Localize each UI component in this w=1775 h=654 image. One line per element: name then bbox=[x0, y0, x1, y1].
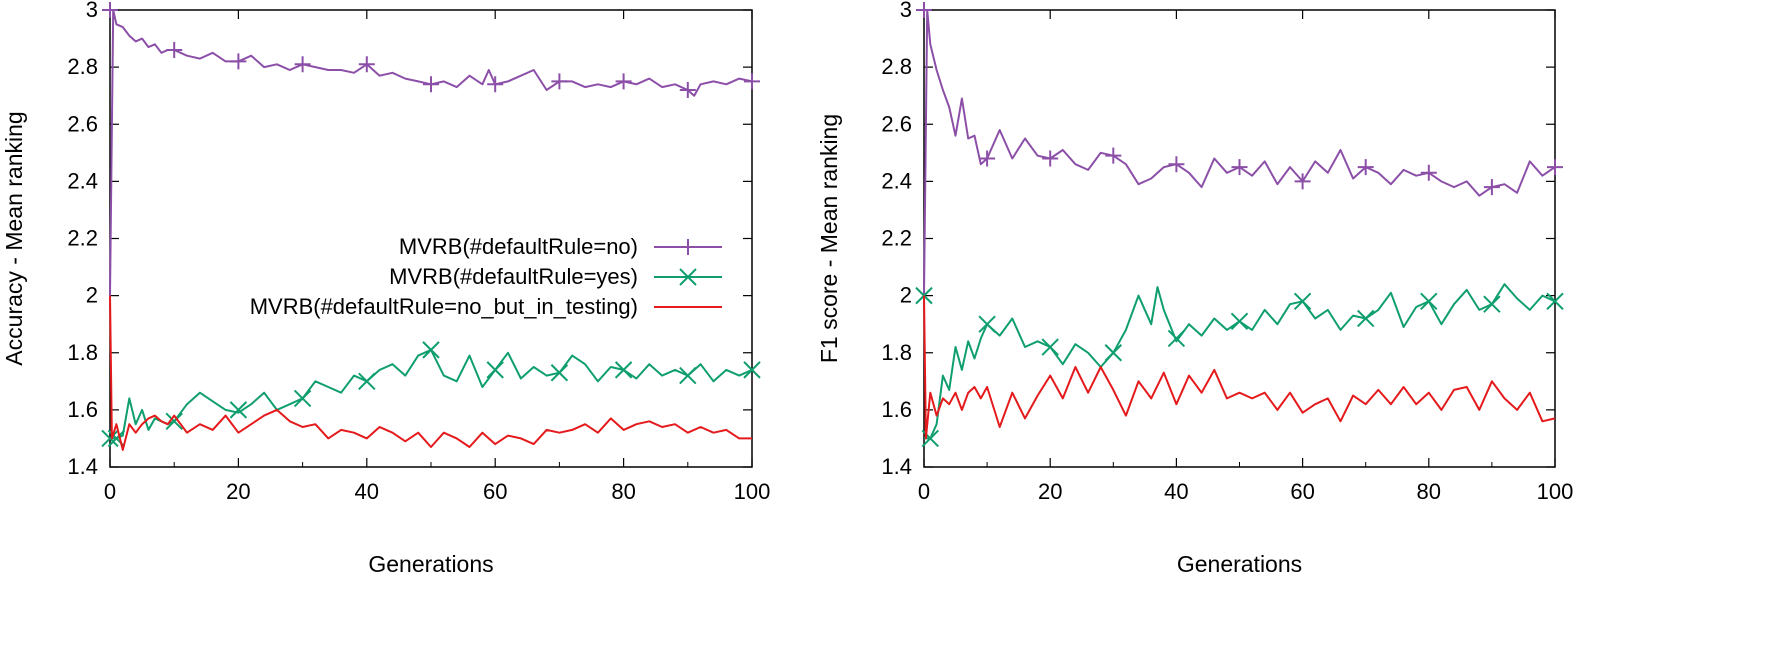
x-marker bbox=[486, 361, 504, 379]
x-marker bbox=[293, 389, 312, 408]
y-tick-label: 3 bbox=[900, 0, 912, 22]
legend-label: MVRB(#defaultRule=no_but_in_testing) bbox=[250, 294, 638, 319]
plus-marker bbox=[680, 239, 696, 255]
x-marker bbox=[679, 366, 697, 385]
y-tick-label: 2 bbox=[86, 283, 98, 308]
x-tick-label: 80 bbox=[611, 479, 635, 504]
chart-panel-2: 1.4 1.6 1.8 2 2.2 2.4 2.6 2.8 3 0 20 40 60 80 100 Gener… bbox=[816, 0, 1573, 577]
x-marker bbox=[1546, 292, 1564, 311]
x-tick-label: 20 bbox=[1038, 479, 1062, 504]
chart-panel-1: 1.4 1.6 1.8 2 2.2 2.4 2.6 2.8 3 0 20 40 60 80 100 Gener… bbox=[1, 0, 770, 577]
x-marker bbox=[1167, 329, 1186, 348]
plot-frame bbox=[923, 9, 1556, 468]
plus-marker bbox=[916, 2, 932, 18]
plus-marker bbox=[102, 2, 118, 18]
y-tick-label: 2.6 bbox=[67, 111, 98, 136]
plus-marker bbox=[679, 81, 696, 98]
series-2 bbox=[915, 283, 1564, 448]
series-line bbox=[924, 283, 1556, 440]
legend: MVRB(#defaultRule=no) MVRB(#defaultRule=y… bbox=[250, 234, 722, 319]
x-marker bbox=[229, 401, 248, 419]
plus-marker bbox=[744, 73, 760, 90]
y-tick-label: 2.4 bbox=[881, 168, 912, 193]
plus-marker bbox=[551, 73, 568, 90]
plus-marker bbox=[1231, 159, 1248, 176]
x-tick-label: 0 bbox=[918, 479, 930, 504]
x-marker bbox=[1104, 344, 1123, 362]
x-marker bbox=[743, 361, 761, 379]
y-axis-title: Accuracy - Mean ranking bbox=[1, 111, 27, 365]
series-line bbox=[109, 9, 753, 296]
x-marker bbox=[1041, 338, 1059, 356]
series-line bbox=[923, 295, 1556, 440]
plus-marker bbox=[1483, 179, 1500, 196]
plus-marker bbox=[615, 73, 632, 90]
x-tick-label: 40 bbox=[1164, 479, 1188, 504]
x-tick-label: 0 bbox=[104, 479, 116, 504]
x-marker bbox=[978, 315, 996, 333]
plus-marker bbox=[1294, 173, 1311, 190]
x-tick-label: 80 bbox=[1417, 479, 1441, 504]
x-tick-label: 60 bbox=[483, 479, 507, 504]
y-tick-label: 1.8 bbox=[67, 340, 98, 365]
series-1 bbox=[916, 2, 1563, 296]
series-line bbox=[109, 295, 752, 451]
x-tick-label: 100 bbox=[734, 479, 771, 504]
y-tick-label: 1.8 bbox=[881, 340, 912, 365]
y-tick-label: 3 bbox=[86, 0, 98, 22]
y-tick-label: 1.4 bbox=[67, 454, 98, 479]
x-marker bbox=[1230, 312, 1249, 331]
series-3 bbox=[923, 295, 1556, 440]
x-marker bbox=[1483, 295, 1501, 313]
x-tick-label: 40 bbox=[355, 479, 379, 504]
x-tick-label: 60 bbox=[1290, 479, 1314, 504]
y-tick-label: 2.8 bbox=[67, 54, 98, 79]
plus-marker bbox=[423, 76, 439, 93]
plus-marker bbox=[358, 56, 375, 73]
plus-marker bbox=[166, 41, 183, 58]
series-3 bbox=[109, 295, 752, 451]
y-tick-label: 1.4 bbox=[881, 454, 912, 479]
plus-marker bbox=[979, 150, 996, 167]
plus-marker bbox=[1042, 150, 1059, 167]
x-tick-label: 100 bbox=[1537, 479, 1574, 504]
y-tick-label: 2.4 bbox=[67, 168, 98, 193]
plus-marker bbox=[1547, 159, 1563, 176]
x-marker bbox=[1293, 292, 1312, 311]
x-tick-label: 20 bbox=[226, 479, 250, 504]
x-marker bbox=[165, 412, 183, 431]
x-marker bbox=[1356, 309, 1375, 328]
plus-marker bbox=[1105, 147, 1122, 164]
x-marker bbox=[550, 364, 569, 382]
x-axis-title: Generations bbox=[368, 551, 493, 577]
x-marker bbox=[1420, 292, 1438, 311]
plus-marker bbox=[1357, 159, 1374, 176]
x-marker bbox=[358, 372, 376, 391]
y-tick-label: 1.6 bbox=[67, 397, 98, 422]
x-marker bbox=[614, 361, 633, 379]
y-axis-title: F1 score - Mean ranking bbox=[816, 114, 842, 363]
series-1 bbox=[102, 2, 760, 296]
plus-marker bbox=[487, 76, 504, 93]
series-line bbox=[923, 9, 1556, 296]
plus-marker bbox=[1168, 156, 1185, 173]
legend-label: MVRB(#defaultRule=no) bbox=[399, 234, 638, 259]
x-marker bbox=[101, 429, 119, 448]
x-marker bbox=[679, 268, 697, 286]
y-tick-label: 2.2 bbox=[67, 226, 98, 251]
legend-label: MVRB(#defaultRule=yes) bbox=[389, 264, 638, 289]
x-axis-title: Generations bbox=[1177, 551, 1302, 577]
y-tick-label: 2 bbox=[900, 283, 912, 308]
series-2 bbox=[101, 341, 761, 448]
y-tick-label: 2.6 bbox=[881, 111, 912, 136]
y-tick-label: 2.8 bbox=[881, 54, 912, 79]
plus-marker bbox=[230, 53, 247, 70]
plus-marker bbox=[1420, 164, 1437, 181]
y-tick-label: 2.2 bbox=[881, 226, 912, 251]
plus-marker bbox=[294, 56, 311, 73]
x-marker bbox=[422, 341, 440, 359]
y-tick-label: 1.6 bbox=[881, 397, 912, 422]
